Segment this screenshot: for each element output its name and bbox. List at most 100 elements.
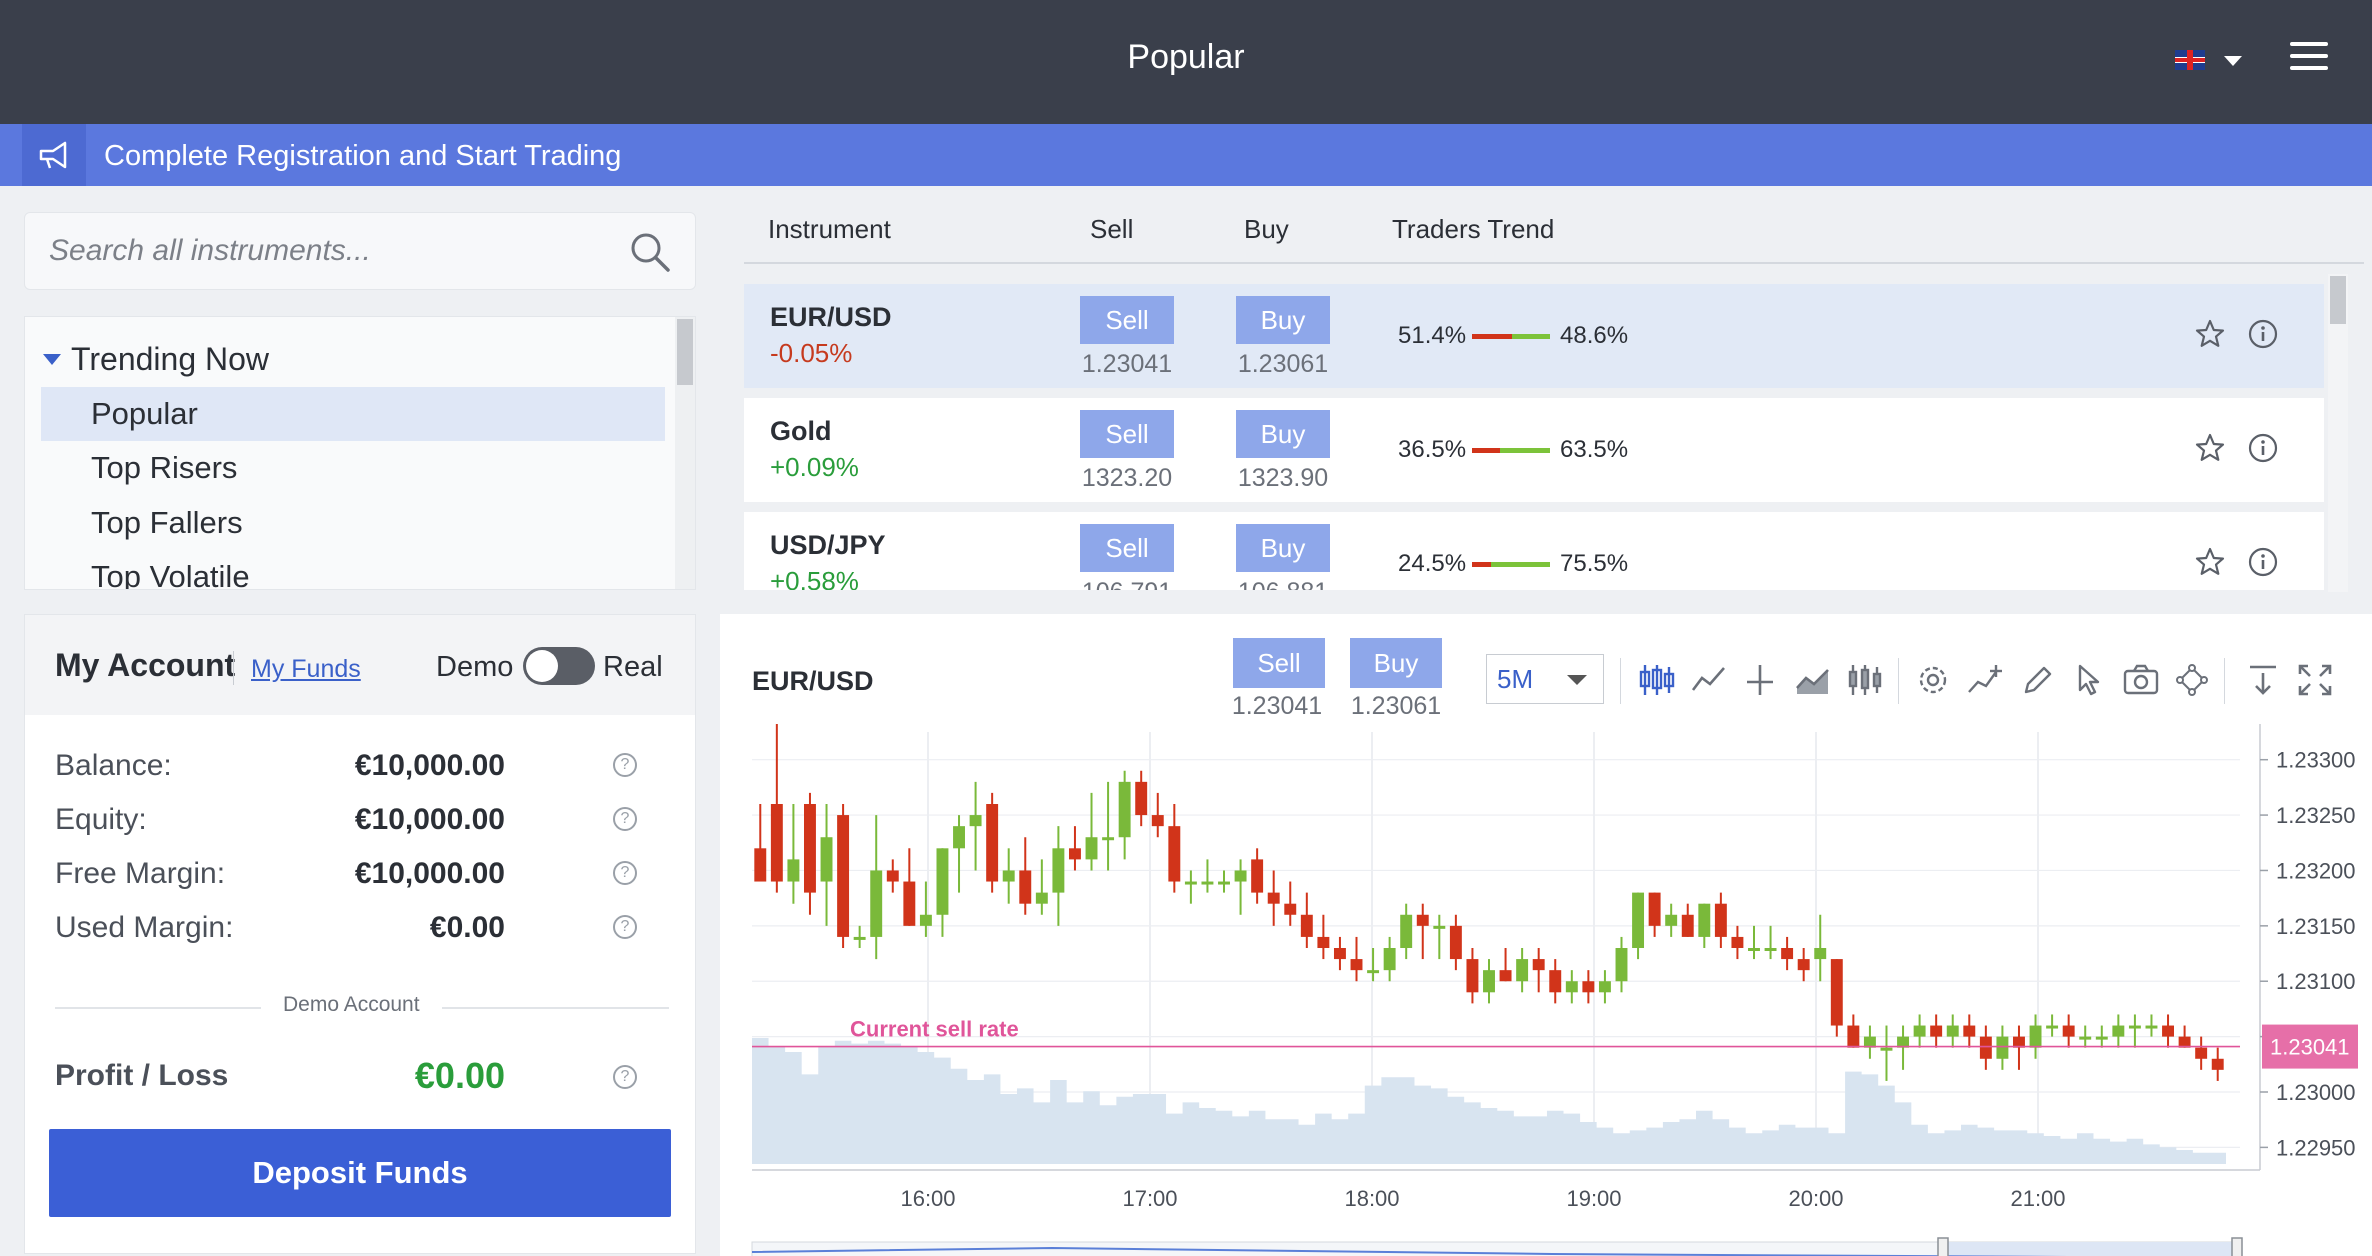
search-input[interactable] xyxy=(49,231,609,271)
info-icon[interactable] xyxy=(2247,318,2279,355)
help-icon[interactable]: ? xyxy=(613,861,637,885)
profit-loss-value: €0.00 xyxy=(414,1055,505,1096)
table-header: Instrument Sell Buy Traders Trend xyxy=(744,214,2364,264)
camera-icon[interactable] xyxy=(2122,662,2160,698)
price-chart[interactable]: Current sell rate 1.23300 1.23250 1.23200 1.… xyxy=(720,724,2372,1256)
candle xyxy=(1416,914,1429,926)
range-handle[interactable] xyxy=(1937,1237,1949,1256)
buy-button[interactable]: Buy xyxy=(1236,524,1330,572)
chart-panel: EUR/USD Sell Buy 1.23041 1.23061 5M Curr… xyxy=(720,614,2372,1256)
free-margin-row: Free Margin: €10,000.00 ? xyxy=(55,857,675,897)
timeframe-select[interactable]: 5M xyxy=(1486,654,1604,704)
tree-item-top-volatile[interactable]: Top Volatile xyxy=(91,559,250,590)
chart-instrument: EUR/USD xyxy=(752,666,874,696)
info-icon[interactable] xyxy=(2247,546,2279,583)
tree-item-top-risers[interactable]: Top Risers xyxy=(91,450,238,485)
candle xyxy=(1797,959,1810,971)
candle xyxy=(837,815,850,937)
candle xyxy=(1847,1025,1860,1048)
chevron-down-icon[interactable] xyxy=(2224,56,2242,66)
sell-button[interactable]: Sell xyxy=(1080,296,1174,344)
trend-sell-percent: 24.5% xyxy=(1398,550,1467,577)
my-funds-link[interactable]: My Funds xyxy=(251,655,361,683)
candle xyxy=(1251,859,1264,893)
candle xyxy=(1913,1025,1926,1037)
table-scrollbar[interactable] xyxy=(2328,274,2348,592)
instrument-name: EUR/USD xyxy=(770,302,892,332)
table-row[interactable]: USD/JPY +0.58% Sell Buy 106.791 106.881 … xyxy=(744,512,2324,590)
column-sell: Sell xyxy=(1090,214,1134,244)
area-chart-icon[interactable] xyxy=(1794,662,1832,698)
help-icon[interactable]: ? xyxy=(613,807,637,831)
pointer-icon[interactable] xyxy=(2070,662,2108,698)
pencil-icon[interactable] xyxy=(2018,662,2056,698)
tree-scrollbar[interactable] xyxy=(675,317,695,589)
star-icon[interactable] xyxy=(2194,432,2226,469)
line-chart-icon[interactable] xyxy=(1690,662,1728,698)
toolbar-divider xyxy=(2224,658,2225,704)
candle xyxy=(1698,903,1711,937)
candle xyxy=(770,804,783,882)
fullscreen-icon[interactable] xyxy=(2296,662,2334,698)
y-tick-label: 1.23150 xyxy=(2276,914,2356,939)
scrollbar-thumb[interactable] xyxy=(2330,276,2346,324)
range-handle[interactable] xyxy=(2231,1237,2243,1256)
help-icon[interactable]: ? xyxy=(613,1065,637,1089)
settings-icon[interactable] xyxy=(1914,662,1952,698)
sell-button[interactable]: Sell xyxy=(1080,524,1174,572)
scrollbar-thumb[interactable] xyxy=(677,319,693,385)
volume-area xyxy=(752,1038,2226,1164)
help-icon[interactable]: ? xyxy=(613,753,637,777)
candlestick-icon[interactable] xyxy=(1638,662,1676,698)
hamburger-icon[interactable] xyxy=(2290,42,2328,70)
search-icon[interactable] xyxy=(629,231,671,278)
candle xyxy=(2211,1058,2224,1070)
change-percent: -0.05% xyxy=(770,338,853,368)
chart-sell-button[interactable]: Sell xyxy=(1233,638,1325,688)
ohlc-bars-icon[interactable] xyxy=(1846,662,1884,698)
candle xyxy=(1582,981,1595,993)
table-row[interactable]: Gold +0.09% Sell Buy 1323.20 1323.90 36.… xyxy=(744,398,2324,502)
candle xyxy=(853,936,866,940)
toolbar-divider xyxy=(1620,658,1621,704)
free-margin-label: Free Margin: xyxy=(55,857,226,890)
candle xyxy=(2046,1025,2059,1029)
info-icon[interactable] xyxy=(2247,432,2279,469)
trend-bar xyxy=(1472,448,1550,453)
table-row[interactable]: EUR/USD -0.05% Sell Buy 1.23041 1.23061 … xyxy=(744,284,2324,388)
trend-line-icon[interactable] xyxy=(1966,662,2004,698)
banner-text[interactable]: Complete Registration and Start Trading xyxy=(104,140,622,172)
buy-button[interactable]: Buy xyxy=(1236,296,1330,344)
pattern-icon[interactable] xyxy=(2174,662,2212,698)
sell-button[interactable]: Sell xyxy=(1080,410,1174,458)
candle xyxy=(1118,781,1131,838)
download-icon[interactable] xyxy=(2244,662,2282,698)
star-icon[interactable] xyxy=(2194,546,2226,583)
chart-buy-button[interactable]: Buy xyxy=(1350,638,1442,688)
deposit-funds-button[interactable]: Deposit Funds xyxy=(49,1129,671,1217)
candle xyxy=(986,804,999,882)
candle xyxy=(1350,959,1363,971)
demo-real-toggle[interactable] xyxy=(523,647,595,685)
search-box xyxy=(24,212,696,290)
tree-item-top-fallers[interactable]: Top Fallers xyxy=(91,505,243,540)
candle xyxy=(2095,1036,2108,1040)
candle xyxy=(1433,925,1446,929)
buy-button[interactable]: Buy xyxy=(1236,410,1330,458)
tree-item-popular[interactable]: Popular xyxy=(41,387,665,441)
help-icon[interactable]: ? xyxy=(613,915,637,939)
candle xyxy=(1681,914,1694,937)
buy-price: 106.881 xyxy=(1223,578,1343,590)
crosshair-icon[interactable] xyxy=(1742,662,1780,698)
category-trending-now[interactable]: Trending Now xyxy=(43,341,269,378)
equity-label: Equity: xyxy=(55,803,147,836)
candle xyxy=(2062,1025,2075,1037)
uk-flag-icon[interactable] xyxy=(2175,50,2205,70)
y-tick-label: 1.23300 xyxy=(2276,748,2356,773)
star-icon[interactable] xyxy=(2194,318,2226,355)
candle xyxy=(1449,925,1462,960)
registration-banner[interactable]: Complete Registration and Start Trading xyxy=(0,124,2372,186)
candle xyxy=(919,914,932,926)
top-bar: Popular xyxy=(0,0,2372,124)
candle xyxy=(1218,881,1230,885)
